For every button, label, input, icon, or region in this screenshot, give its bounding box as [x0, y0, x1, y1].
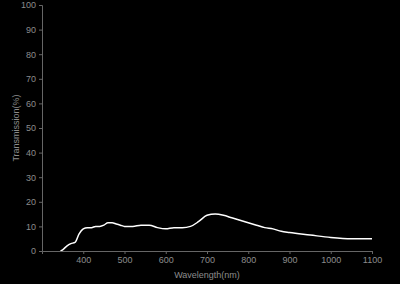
- x-axis-line: [43, 252, 373, 255]
- y-tick-label: 20: [26, 197, 36, 207]
- x-tick-mark: [331, 251, 332, 254]
- x-tick: 1000: [321, 251, 341, 265]
- x-tick: 800: [241, 251, 256, 265]
- x-axis: 400 500 600 700 800 900 1000 1100: [43, 251, 383, 265]
- y-tick-label: 80: [26, 50, 36, 60]
- y-tick-label: 50: [26, 123, 36, 133]
- y-tick-mark: [39, 202, 42, 203]
- y-tick: 100: [21, 0, 42, 10]
- y-tick-label: 90: [26, 25, 36, 35]
- x-tick-label: 800: [241, 255, 256, 265]
- y-tick: 40: [26, 148, 42, 158]
- x-tick-mark: [83, 251, 84, 254]
- x-tick-label: 600: [159, 255, 174, 265]
- marks: [61, 214, 372, 251]
- plot: 0 10 20 30 40 50 60 70 80 90 100 400 500 600 700 800 900…: [21, 0, 382, 265]
- y-tick-mark: [39, 79, 42, 80]
- y-tick: 0: [31, 246, 42, 256]
- y-tick-label: 0: [31, 246, 36, 256]
- y-axis-title: Transmission(%): [11, 94, 21, 161]
- x-tick: 500: [117, 251, 132, 265]
- y-tick: 60: [26, 99, 42, 109]
- y-tick-mark: [39, 30, 42, 31]
- x-tick-mark: [207, 251, 208, 254]
- y-axis-line: [39, 6, 43, 252]
- x-tick-label: 1100: [363, 255, 382, 265]
- x-tick: 700: [200, 251, 215, 265]
- y-tick: 80: [26, 50, 42, 60]
- x-tick-label: 400: [76, 255, 91, 265]
- y-tick-mark: [39, 5, 42, 6]
- y-tick: 20: [26, 197, 42, 207]
- y-tick-mark: [39, 226, 42, 227]
- x-tick: 400: [76, 251, 91, 265]
- y-tick-label: 70: [26, 74, 36, 84]
- y-axis: 0 10 20 30 40 50 60 70 80 90 100: [21, 0, 43, 256]
- x-tick-label: 900: [282, 255, 297, 265]
- chart: 0 10 20 30 40 50 60 70 80 90 100 400 500 600 700 800 900…: [0, 0, 400, 284]
- x-tick: 1100: [363, 251, 382, 265]
- x-tick-mark: [290, 251, 291, 254]
- y-tick-mark: [39, 54, 42, 55]
- y-tick-label: 10: [26, 222, 36, 232]
- x-tick-mark: [166, 251, 167, 254]
- y-tick-label: 40: [26, 148, 36, 158]
- y-tick: 70: [26, 74, 42, 84]
- y-tick: 50: [26, 123, 42, 133]
- y-tick: 10: [26, 222, 42, 232]
- y-tick-mark: [39, 251, 42, 252]
- y-tick-mark: [39, 103, 42, 104]
- y-tick-mark: [39, 177, 42, 178]
- x-tick-label: 1000: [321, 255, 341, 265]
- y-tick-label: 30: [26, 173, 36, 183]
- x-axis-title: Wavelength(nm): [174, 270, 240, 280]
- series-line: [61, 214, 372, 251]
- x-tick-label: 500: [117, 255, 132, 265]
- y-tick-mark: [39, 153, 42, 154]
- y-tick-mark: [39, 128, 42, 129]
- x-tick-mark: [248, 251, 249, 254]
- x-tick: 900: [282, 251, 297, 265]
- y-tick: 90: [26, 25, 42, 35]
- y-tick-label: 60: [26, 99, 36, 109]
- y-tick-label: 100: [21, 0, 36, 10]
- x-tick-label: 700: [200, 255, 215, 265]
- x-tick: 600: [159, 251, 174, 265]
- x-tick-mark: [125, 251, 126, 254]
- y-tick: 30: [26, 173, 42, 183]
- x-tick-mark: [372, 251, 373, 254]
